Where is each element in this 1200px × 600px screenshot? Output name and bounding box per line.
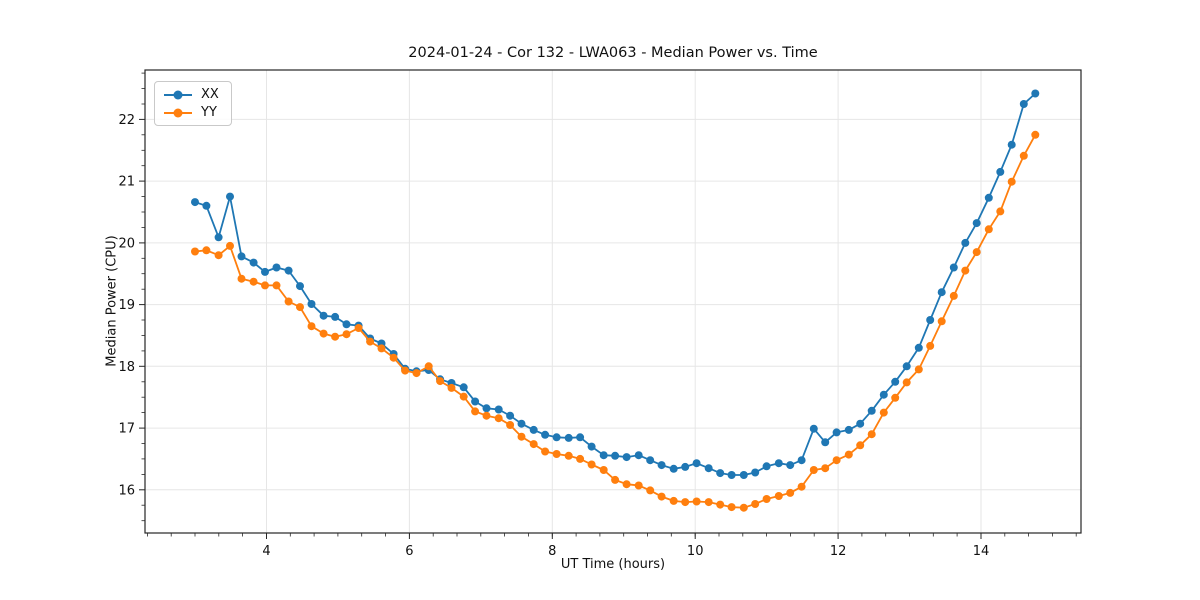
svg-text:19: 19 [118,298,135,313]
svg-text:22: 22 [118,113,135,128]
svg-text:8: 8 [548,544,556,559]
chart-title: 2024-01-24 - Cor 132 - LWA063 - Median P… [408,45,818,61]
svg-text:4: 4 [262,544,270,559]
svg-text:12: 12 [830,544,847,559]
legend-item-yy: YY [163,105,219,120]
legend-label-yy: YY [201,105,217,120]
x-axis-label: UT Time (hours) [560,557,666,572]
svg-text:16: 16 [118,483,135,498]
legend-item-xx: XX [163,87,219,102]
svg-text:6: 6 [405,544,413,559]
legend: XX YY [154,81,232,126]
svg-text:18: 18 [118,360,135,375]
svg-text:21: 21 [118,175,135,190]
svg-text:14: 14 [973,544,990,559]
svg-text:20: 20 [118,236,135,251]
legend-label-xx: XX [201,87,219,102]
legend-swatch-xx-icon [164,90,192,99]
svg-text:17: 17 [118,422,135,437]
legend-swatch-yy-icon [164,108,192,117]
svg-text:10: 10 [687,544,704,559]
